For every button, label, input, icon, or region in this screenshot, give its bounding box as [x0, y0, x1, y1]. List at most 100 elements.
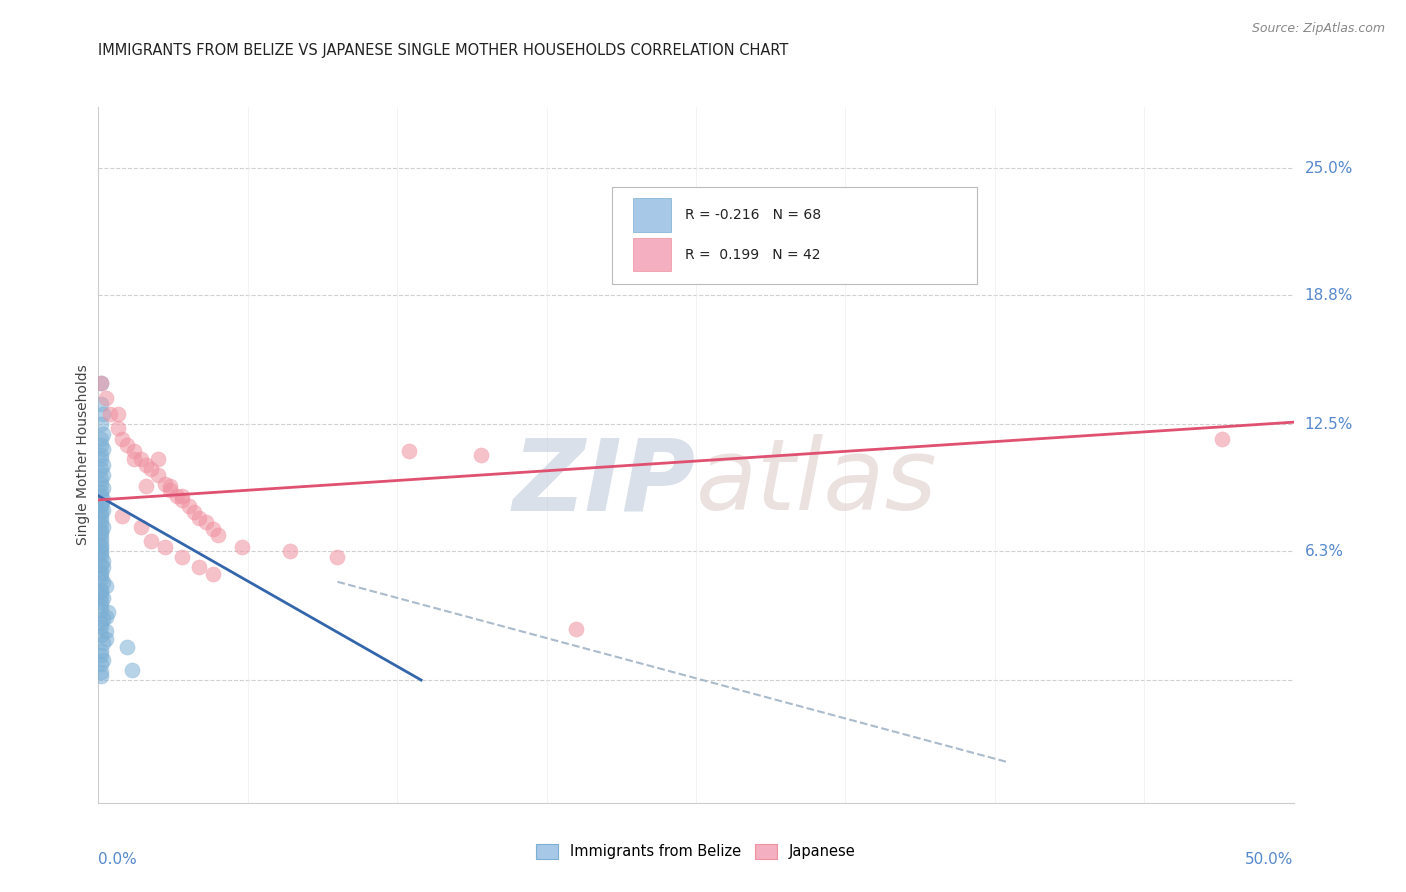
Point [91, 560, 114, 574]
Point [90, 524, 112, 538]
Point [90, 603, 112, 617]
Point [97, 606, 120, 620]
Point [90, 599, 112, 614]
Point [1211, 432, 1233, 446]
Point [148, 468, 170, 483]
Point [90, 376, 112, 391]
Point [91, 503, 114, 517]
Point [91, 468, 114, 483]
Point [135, 478, 157, 492]
Point [135, 458, 157, 472]
Point [90, 448, 112, 462]
Point [90, 544, 112, 558]
Text: 0.0%: 0.0% [98, 852, 138, 866]
Point [139, 533, 162, 548]
Point [115, 640, 138, 655]
Point [90, 620, 112, 634]
Point [90, 499, 112, 513]
Point [94, 624, 117, 638]
Y-axis label: Single Mother Households: Single Mother Households [76, 365, 90, 545]
Point [91, 458, 114, 472]
Point [90, 497, 112, 511]
Point [398, 443, 420, 458]
Point [90, 585, 112, 599]
Text: atlas: atlas [696, 434, 938, 532]
Text: IMMIGRANTS FROM BELIZE VS JAPANESE SINGLE MOTHER HOUSEHOLDS CORRELATION CHART: IMMIGRANTS FROM BELIZE VS JAPANESE SINGL… [98, 43, 789, 58]
Point [187, 560, 209, 574]
Point [90, 540, 112, 554]
Point [124, 443, 146, 458]
Point [90, 397, 112, 411]
Point [131, 519, 153, 533]
Point [91, 481, 114, 495]
Point [159, 478, 181, 492]
Point [202, 522, 225, 536]
Point [90, 513, 112, 527]
Point [90, 489, 112, 503]
Point [94, 609, 117, 624]
Point [172, 492, 194, 507]
Point [326, 550, 349, 565]
Point [924, 223, 946, 237]
Legend: Immigrants from Belize, Japanese: Immigrants from Belize, Japanese [530, 838, 862, 865]
Point [194, 516, 217, 530]
FancyBboxPatch shape [633, 238, 671, 271]
Point [90, 546, 112, 560]
Point [90, 595, 112, 609]
Point [90, 525, 112, 540]
Point [90, 376, 112, 391]
Point [94, 391, 117, 405]
Point [172, 550, 194, 565]
Point [90, 615, 112, 630]
Point [131, 452, 153, 467]
Point [115, 438, 138, 452]
Point [90, 571, 112, 585]
Point [91, 636, 114, 650]
Point [90, 665, 112, 679]
Point [202, 566, 225, 581]
Point [183, 505, 205, 519]
Point [139, 462, 162, 476]
Point [90, 509, 112, 524]
Point [148, 452, 170, 467]
Point [231, 540, 253, 554]
Point [172, 489, 194, 503]
Point [90, 417, 112, 432]
Text: Source: ZipAtlas.com: Source: ZipAtlas.com [1251, 22, 1385, 36]
FancyBboxPatch shape [612, 187, 977, 285]
Point [90, 473, 112, 487]
Point [91, 652, 114, 666]
Point [91, 574, 114, 589]
Text: 50.0%: 50.0% [1246, 852, 1294, 866]
Point [470, 448, 492, 462]
Text: 6.3%: 6.3% [1305, 543, 1344, 558]
Point [91, 591, 114, 606]
Point [278, 544, 301, 558]
Text: 25.0%: 25.0% [1305, 161, 1353, 176]
Point [91, 554, 114, 568]
Point [91, 492, 114, 507]
Text: ZIP: ZIP [513, 434, 696, 532]
Point [90, 565, 112, 579]
Point [91, 519, 114, 533]
Point [166, 489, 188, 503]
Point [207, 527, 229, 541]
Point [90, 438, 112, 452]
FancyBboxPatch shape [633, 198, 671, 232]
Point [111, 432, 134, 446]
Point [155, 476, 177, 491]
Point [90, 533, 112, 548]
Point [155, 540, 177, 554]
Point [90, 644, 112, 658]
Point [90, 582, 112, 597]
Text: R =  0.199   N = 42: R = 0.199 N = 42 [685, 248, 821, 261]
Point [90, 669, 112, 683]
Point [565, 622, 588, 636]
Point [187, 511, 209, 525]
Point [90, 530, 112, 544]
Point [90, 648, 112, 663]
Point [98, 407, 122, 421]
Point [94, 579, 117, 593]
Point [90, 628, 112, 642]
Point [91, 427, 114, 442]
